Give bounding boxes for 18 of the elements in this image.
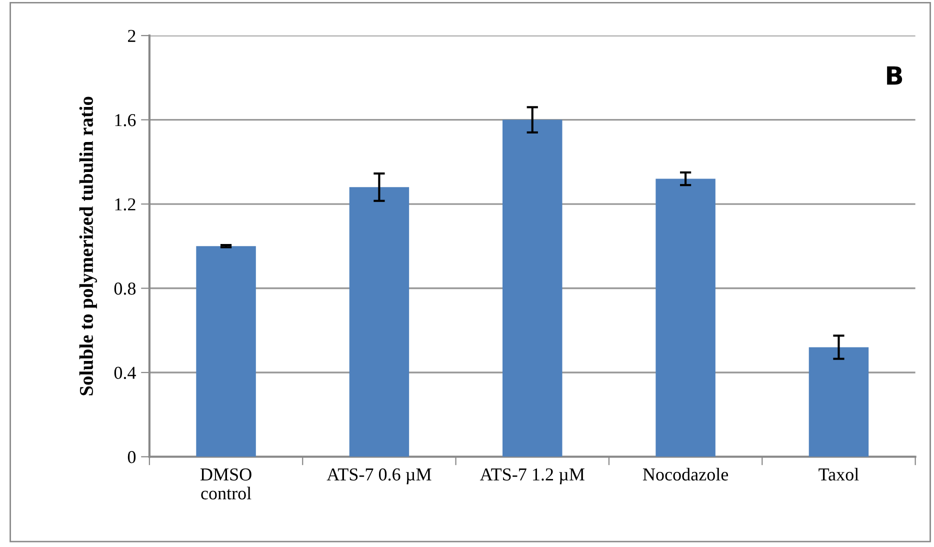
y-tick-label: 0.8 xyxy=(114,282,136,295)
y-tick-label: 2 xyxy=(128,30,136,42)
bar xyxy=(808,347,869,457)
y-tick-label: 0 xyxy=(128,451,136,464)
x-tick-label: Nocodazole xyxy=(642,468,728,481)
bar xyxy=(656,178,716,457)
x-tick-label: ATS-7 0.6 µM xyxy=(326,468,432,484)
y-tick-label: 1.2 xyxy=(115,198,136,211)
bar xyxy=(196,246,256,457)
y-tick-label: 0.4 xyxy=(114,366,136,380)
x-tick-label: ATS-7 1.2 µM xyxy=(480,468,584,484)
x-tick-label: DMSO control xyxy=(200,468,252,500)
y-axis-title: Soluble to polymerized tubulin ratio xyxy=(79,96,98,396)
bar xyxy=(349,187,410,457)
annotation: B xyxy=(887,66,902,85)
y-tick-label: 1.6 xyxy=(115,114,136,126)
bar xyxy=(502,120,562,457)
x-tick-label: Taxol xyxy=(818,468,859,481)
